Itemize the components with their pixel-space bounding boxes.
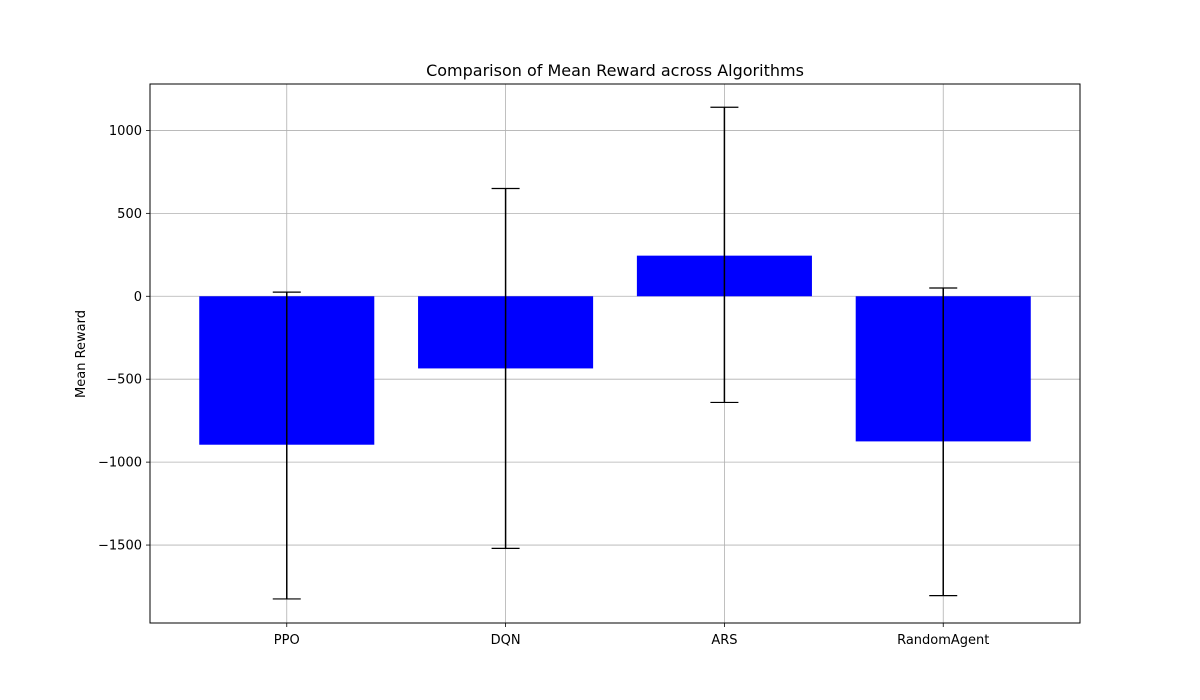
y-tick-label: 0 — [134, 290, 142, 305]
x-tick-label: RandomAgent — [897, 633, 989, 648]
chart-title: Comparison of Mean Reward across Algorit… — [426, 61, 804, 80]
x-axis-ticks: PPO DQN ARS RandomAgent — [274, 623, 989, 648]
y-tick-label: 500 — [117, 207, 142, 222]
x-tick-label: PPO — [274, 633, 300, 648]
y-axis-ticks: −1500 −1000 −500 0 500 1000 — [98, 124, 150, 554]
y-tick-label: −500 — [106, 373, 142, 388]
y-tick-label: −1500 — [98, 539, 142, 554]
y-tick-label: 1000 — [109, 124, 142, 139]
x-tick-label: ARS — [711, 633, 737, 648]
bars — [199, 255, 1031, 445]
y-tick-label: −1000 — [98, 456, 142, 471]
error-bars — [272, 106, 958, 600]
y-axis-label: Mean Reward — [74, 310, 89, 398]
plot-frame — [149, 83, 1081, 624]
x-tick-label: DQN — [491, 633, 521, 648]
